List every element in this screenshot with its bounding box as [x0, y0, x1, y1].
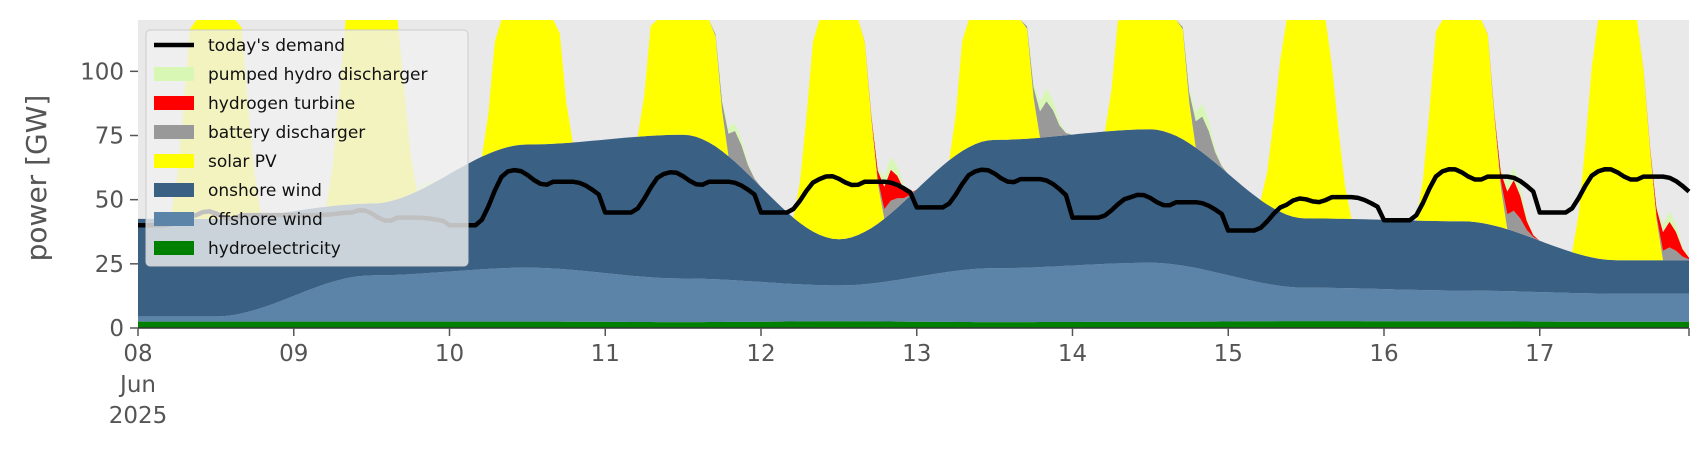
x-tick-label: 12: [746, 341, 775, 367]
y-tick-label: 75: [95, 124, 124, 150]
area-hydroelectricity: [138, 321, 1689, 328]
x-tick-label: 08: [123, 341, 152, 367]
x-tick-label: 13: [902, 341, 931, 367]
legend-swatch-pumped-hydro-discharger: [154, 67, 194, 81]
legend: today's demand pumped hydro discharger hyd…: [145, 29, 469, 267]
legend-label-battery-discharger: battery discharger: [208, 123, 365, 143]
x-tick-label: 10: [435, 341, 464, 367]
legend-swatch-battery-discharger: [154, 125, 194, 139]
legend-swatch-onshore-wind: [154, 183, 194, 197]
legend-frame: [145, 29, 469, 267]
x-tick-label: 14: [1058, 341, 1087, 367]
y-tick-label: 25: [95, 252, 124, 278]
legend-label-hydroelectricity: hydroelectricity: [208, 239, 341, 259]
y-axis: 0 25 50 75 100: [80, 59, 138, 342]
legend-swatch-solar-pv: [154, 154, 194, 168]
x-tick-label: 17: [1525, 341, 1554, 367]
x-tick-label: 11: [591, 341, 620, 367]
legend-label-hydrogen-turbine: hydrogen turbine: [208, 94, 355, 114]
y-tick-label: 50: [95, 188, 124, 214]
legend-label-onshore-wind: onshore wind: [208, 181, 322, 201]
legend-swatch-hydroelectricity: [154, 241, 194, 255]
legend-swatch-offshore-wind: [154, 212, 194, 226]
legend-label-solar-pv: solar PV: [208, 152, 277, 172]
legend-label-todays-demand: today's demand: [208, 36, 345, 56]
y-tick-label: 100: [80, 59, 124, 85]
x-axis: 08 Jun 2025 09 10 11 12 13 14 15 16 17: [109, 328, 1690, 429]
legend-label-pumped-hydro-discharger: pumped hydro discharger: [208, 65, 427, 85]
x-tick-label: Jun: [118, 372, 156, 398]
x-tick-label: 15: [1214, 341, 1243, 367]
area-offshore-wind: [138, 262, 1689, 323]
x-tick-label: 09: [279, 341, 308, 367]
y-tick-label: 0: [109, 316, 124, 342]
legend-label-offshore-wind: offshore wind: [208, 210, 323, 230]
y-axis-label: power [GW]: [20, 95, 53, 262]
legend-swatch-hydrogen-turbine: [154, 96, 194, 110]
x-tick-label: 16: [1369, 341, 1398, 367]
x-tick-label: 2025: [109, 403, 168, 429]
